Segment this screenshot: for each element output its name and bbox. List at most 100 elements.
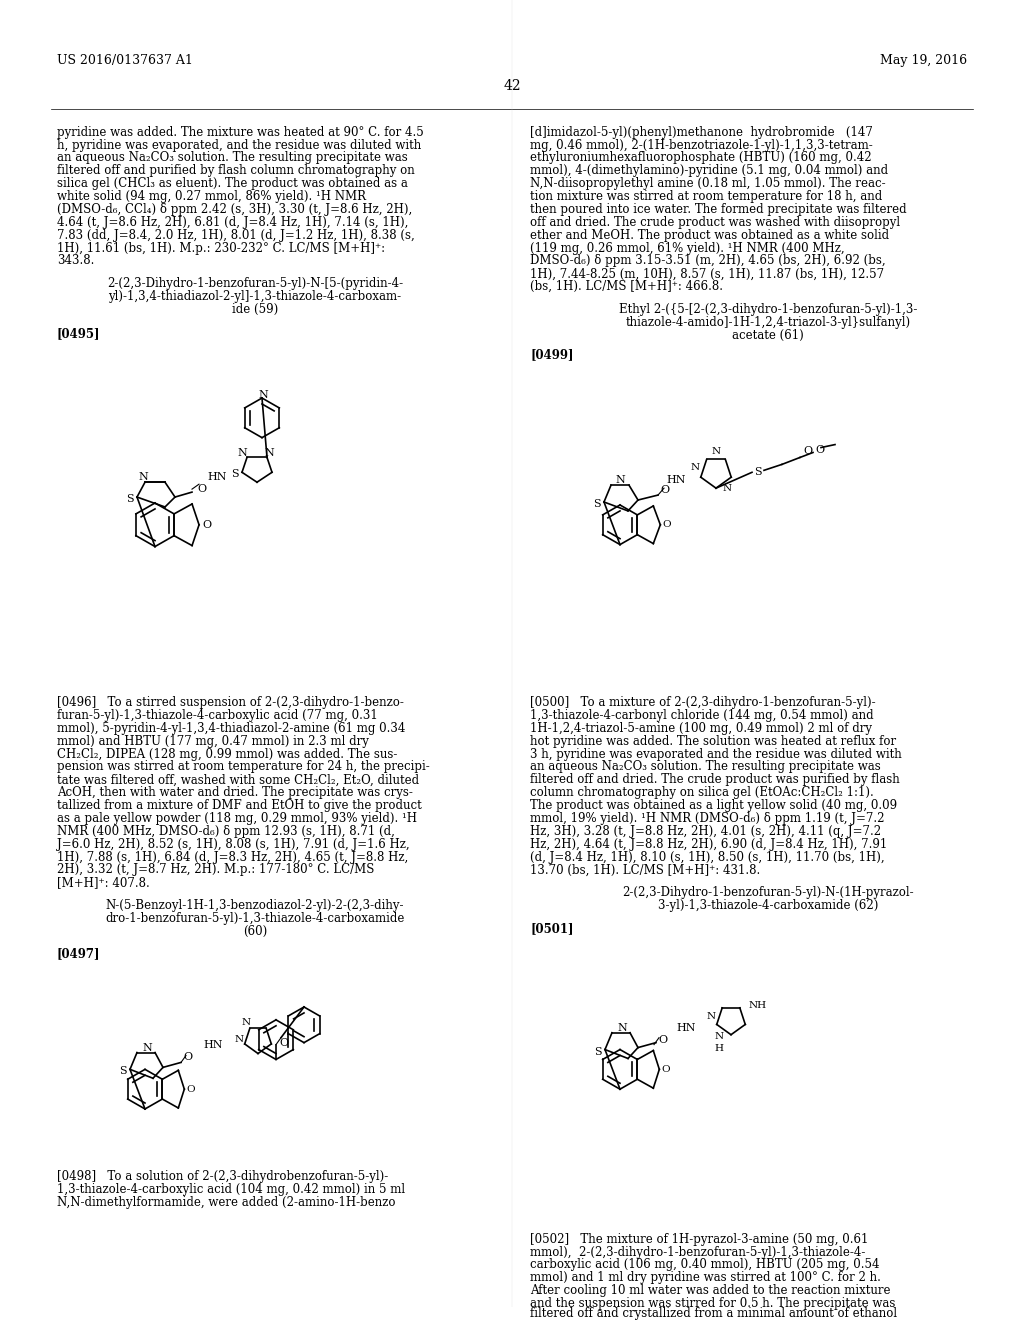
- Text: [0498]   To a solution of 2-(2,3-dihydrobenzofuran-5-yl)-: [0498] To a solution of 2-(2,3-dihydrobe…: [57, 1171, 388, 1183]
- Text: H: H: [715, 1044, 724, 1053]
- Text: O: O: [660, 486, 669, 495]
- Text: 2H), 3.32 (t, J=8.7 Hz, 2H). M.p.: 177-180° C. LC/MS: 2H), 3.32 (t, J=8.7 Hz, 2H). M.p.: 177-1…: [57, 863, 375, 876]
- Text: 1H), 7.44-8.25 (m, 10H), 8.57 (s, 1H), 11.87 (bs, 1H), 12.57: 1H), 7.44-8.25 (m, 10H), 8.57 (s, 1H), 1…: [530, 268, 884, 280]
- Text: ethyluroniumhexafluorophosphate (HBTU) (160 mg, 0.42: ethyluroniumhexafluorophosphate (HBTU) (…: [530, 152, 871, 165]
- Text: mmol) and HBTU (177 mg, 0.47 mmol) in 2.3 ml dry: mmol) and HBTU (177 mg, 0.47 mmol) in 2.…: [57, 735, 369, 747]
- Text: (60): (60): [243, 925, 267, 937]
- Text: O: O: [658, 1035, 667, 1044]
- Text: mmol), 4-(dimethylamino)-pyridine (5.1 mg, 0.04 mmol) and: mmol), 4-(dimethylamino)-pyridine (5.1 m…: [530, 165, 888, 177]
- Text: [0502]   The mixture of 1H-pyrazol-3-amine (50 mg, 0.61: [0502] The mixture of 1H-pyrazol-3-amine…: [530, 1233, 868, 1246]
- Text: [0497]: [0497]: [57, 948, 100, 961]
- Text: 1H), 7.88 (s, 1H), 6.84 (d, J=8.3 Hz, 2H), 4.65 (t, J=8.8 Hz,: 1H), 7.88 (s, 1H), 6.84 (d, J=8.3 Hz, 2H…: [57, 850, 409, 863]
- Text: off and dried. The crude product was washed with diisopropyl: off and dried. The crude product was was…: [530, 216, 900, 228]
- Text: white solid (94 mg, 0.27 mmol, 86% yield). ¹H NMR: white solid (94 mg, 0.27 mmol, 86% yield…: [57, 190, 366, 203]
- Text: N: N: [138, 473, 147, 482]
- Text: DMSO-d₆) δ ppm 3.15-3.51 (m, 2H), 4.65 (bs, 2H), 6.92 (bs,: DMSO-d₆) δ ppm 3.15-3.51 (m, 2H), 4.65 (…: [530, 255, 886, 268]
- Text: HN: HN: [666, 475, 685, 486]
- Text: N: N: [690, 463, 699, 471]
- Text: 13.70 (bs, 1H). LC/MS [M+H]⁺: 431.8.: 13.70 (bs, 1H). LC/MS [M+H]⁺: 431.8.: [530, 863, 760, 876]
- Text: ether and MeOH. The product was obtained as a white solid: ether and MeOH. The product was obtained…: [530, 228, 889, 242]
- Text: filtered off and crystallized from a minimal amount of ethanol: filtered off and crystallized from a min…: [530, 1307, 897, 1320]
- Text: thiazole-4-amido]-1H-1,2,4-triazol-3-yl}sulfanyl): thiazole-4-amido]-1H-1,2,4-triazol-3-yl}…: [626, 315, 910, 329]
- Text: tate was filtered off, washed with some CH₂Cl₂, Et₂O, diluted: tate was filtered off, washed with some …: [57, 774, 419, 787]
- Text: S: S: [593, 499, 601, 510]
- Text: dro-1-benzofuran-5-yl)-1,3-thiazole-4-carboxamide: dro-1-benzofuran-5-yl)-1,3-thiazole-4-ca…: [105, 912, 404, 925]
- Text: filtered off and purified by flash column chromatography on: filtered off and purified by flash colum…: [57, 165, 415, 177]
- Text: furan-5-yl)-1,3-thiazole-4-carboxylic acid (77 mg, 0.31: furan-5-yl)-1,3-thiazole-4-carboxylic ac…: [57, 709, 378, 722]
- Text: then poured into ice water. The formed precipitate was filtered: then poured into ice water. The formed p…: [530, 203, 906, 216]
- Text: O: O: [197, 484, 206, 494]
- Text: h, pyridine was evaporated, and the residue was diluted with: h, pyridine was evaporated, and the resi…: [57, 139, 421, 152]
- Text: May 19, 2016: May 19, 2016: [880, 54, 967, 67]
- Text: HN: HN: [203, 1040, 222, 1049]
- Text: O: O: [279, 1038, 288, 1048]
- Text: N: N: [238, 449, 247, 458]
- Text: 1,3-thiazole-4-carbonyl chloride (144 mg, 0.54 mmol) and: 1,3-thiazole-4-carbonyl chloride (144 mg…: [530, 709, 873, 722]
- Text: 343.8.: 343.8.: [57, 255, 94, 268]
- Text: filtered off and dried. The crude product was purified by flash: filtered off and dried. The crude produc…: [530, 774, 900, 787]
- Text: [0501]: [0501]: [530, 921, 573, 935]
- Text: N: N: [242, 1018, 251, 1027]
- Text: HN: HN: [207, 473, 226, 482]
- Text: HN: HN: [676, 1023, 695, 1032]
- Text: and the suspension was stirred for 0.5 h. The precipitate was: and the suspension was stirred for 0.5 h…: [530, 1298, 895, 1309]
- Text: [0495]: [0495]: [57, 327, 100, 339]
- Text: N,N-dimethylformamide, were added (2-amino-1H-benzo: N,N-dimethylformamide, were added (2-ami…: [57, 1196, 395, 1209]
- Text: as a pale yellow powder (118 mg, 0.29 mmol, 93% yield). ¹H: as a pale yellow powder (118 mg, 0.29 mm…: [57, 812, 417, 825]
- Text: 1H), 11.61 (bs, 1H). M.p.: 230-232° C. LC/MS [M+H]⁺:: 1H), 11.61 (bs, 1H). M.p.: 230-232° C. L…: [57, 242, 385, 255]
- Text: 3 h, pyridine was evaporated and the residue was diluted with: 3 h, pyridine was evaporated and the res…: [530, 747, 902, 760]
- Text: J=6.0 Hz, 2H), 8.52 (s, 1H), 8.08 (s, 1H), 7.91 (d, J=1.6 Hz,: J=6.0 Hz, 2H), 8.52 (s, 1H), 8.08 (s, 1H…: [57, 838, 410, 850]
- Text: O: O: [202, 520, 211, 529]
- Text: Hz, 2H), 4.64 (t, J=8.8 Hz, 2H), 6.90 (d, J=8.4 Hz, 1H), 7.91: Hz, 2H), 4.64 (t, J=8.8 Hz, 2H), 6.90 (d…: [530, 838, 887, 850]
- Text: [0499]: [0499]: [530, 348, 573, 362]
- Text: (d, J=8.4 Hz, 1H), 8.10 (s, 1H), 8.50 (s, 1H), 11.70 (bs, 1H),: (d, J=8.4 Hz, 1H), 8.10 (s, 1H), 8.50 (s…: [530, 850, 885, 863]
- Text: US 2016/0137637 A1: US 2016/0137637 A1: [57, 54, 193, 67]
- Text: carboxylic acid (106 mg, 0.40 mmol), HBTU (205 mg, 0.54: carboxylic acid (106 mg, 0.40 mmol), HBT…: [530, 1258, 880, 1271]
- Text: (DMSO-d₆, CCl₄) δ ppm 2.42 (s, 3H), 3.30 (t, J=8.6 Hz, 2H),: (DMSO-d₆, CCl₄) δ ppm 2.42 (s, 3H), 3.30…: [57, 203, 413, 216]
- Text: [0500]   To a mixture of 2-(2,3-dihydro-1-benzofuran-5-yl)-: [0500] To a mixture of 2-(2,3-dihydro-1-…: [530, 696, 876, 709]
- Text: an aqueous Na₂CO₃ solution. The resulting precipitate was: an aqueous Na₂CO₃ solution. The resultin…: [57, 152, 408, 165]
- Text: 2-(2,3-Dihydro-1-benzofuran-5-yl)-N-[5-(pyridin-4-: 2-(2,3-Dihydro-1-benzofuran-5-yl)-N-[5-(…: [106, 277, 403, 290]
- Text: N: N: [617, 1023, 627, 1032]
- Text: O: O: [186, 1085, 195, 1094]
- Text: N: N: [264, 449, 273, 458]
- Text: mmol, 19% yield). ¹H NMR (DMSO-d₆) δ ppm 1.19 (t, J=7.2: mmol, 19% yield). ¹H NMR (DMSO-d₆) δ ppm…: [530, 812, 885, 825]
- Text: mmol) and 1 ml dry pyridine was stirred at 100° C. for 2 h.: mmol) and 1 ml dry pyridine was stirred …: [530, 1271, 881, 1284]
- Text: [0496]   To a stirred suspension of 2-(2,3-dihydro-1-benzo-: [0496] To a stirred suspension of 2-(2,3…: [57, 696, 403, 709]
- Text: O: O: [183, 1052, 193, 1063]
- Text: mmol),  2-(2,3-dihydro-1-benzofuran-5-yl)-1,3-thiazole-4-: mmol), 2-(2,3-dihydro-1-benzofuran-5-yl)…: [530, 1246, 865, 1258]
- Text: [M+H]⁺: 407.8.: [M+H]⁺: 407.8.: [57, 876, 150, 890]
- Text: pension was stirred at room temperature for 24 h, the precipi-: pension was stirred at room temperature …: [57, 760, 430, 774]
- Text: N: N: [707, 1012, 716, 1022]
- Text: N: N: [712, 447, 721, 455]
- Text: (119 mg, 0.26 mmol, 61% yield). ¹H NMR (400 MHz,: (119 mg, 0.26 mmol, 61% yield). ¹H NMR (…: [530, 242, 845, 255]
- Text: hot pyridine was added. The solution was heated at reflux for: hot pyridine was added. The solution was…: [530, 735, 896, 747]
- Text: Ethyl 2-({5-[2-(2,3-dihydro-1-benzofuran-5-yl)-1,3-: Ethyl 2-({5-[2-(2,3-dihydro-1-benzofuran…: [618, 304, 918, 315]
- Text: The product was obtained as a light yellow solid (40 mg, 0.09: The product was obtained as a light yell…: [530, 799, 897, 812]
- Text: tallized from a mixture of DMF and EtOH to give the product: tallized from a mixture of DMF and EtOH …: [57, 799, 422, 812]
- Text: 3-yl)-1,3-thiazole-4-carboxamide (62): 3-yl)-1,3-thiazole-4-carboxamide (62): [657, 899, 879, 912]
- Text: N: N: [258, 391, 268, 400]
- Text: (bs, 1H). LC/MS [M+H]⁺: 466.8.: (bs, 1H). LC/MS [M+H]⁺: 466.8.: [530, 280, 723, 293]
- Text: S: S: [594, 1047, 602, 1056]
- Text: mmol), 5-pyridin-4-yl-1,3,4-thiadiazol-2-amine (61 mg 0.34: mmol), 5-pyridin-4-yl-1,3,4-thiadiazol-2…: [57, 722, 406, 735]
- Text: N: N: [715, 1032, 724, 1041]
- Text: AcOH, then with water and dried. The precipitate was crys-: AcOH, then with water and dried. The pre…: [57, 787, 413, 799]
- Text: an aqueous Na₂CO₃ solution. The resulting precipitate was: an aqueous Na₂CO₃ solution. The resultin…: [530, 760, 881, 774]
- Text: S: S: [231, 470, 239, 479]
- Text: After cooling 10 ml water was added to the reaction mixture: After cooling 10 ml water was added to t…: [530, 1284, 891, 1298]
- Text: mg, 0.46 mmol), 2-(1H-benzotriazole-1-yl)-1,1,3,3-tetram-: mg, 0.46 mmol), 2-(1H-benzotriazole-1-yl…: [530, 139, 872, 152]
- Text: N: N: [723, 483, 731, 492]
- Text: NMR (400 MHz, DMSO-d₆) δ ppm 12.93 (s, 1H), 8.71 (d,: NMR (400 MHz, DMSO-d₆) δ ppm 12.93 (s, 1…: [57, 825, 395, 838]
- Text: pyridine was added. The mixture was heated at 90° C. for 4.5: pyridine was added. The mixture was heat…: [57, 125, 424, 139]
- Text: acetate (61): acetate (61): [732, 329, 804, 342]
- Text: 4.64 (t, J=8.6 Hz, 2H), 6.81 (d, J=8.4 Hz, 1H), 7.14 (s, 1H),: 4.64 (t, J=8.6 Hz, 2H), 6.81 (d, J=8.4 H…: [57, 216, 409, 228]
- Text: Hz, 3H), 3.28 (t, J=8.8 Hz, 2H), 4.01 (s, 2H), 4.11 (q, J=7.2: Hz, 3H), 3.28 (t, J=8.8 Hz, 2H), 4.01 (s…: [530, 825, 881, 838]
- Text: S: S: [126, 494, 134, 504]
- Text: O: O: [662, 1065, 670, 1074]
- Text: 1,3-thiazole-4-carboxylic acid (104 mg, 0.42 mmol) in 5 ml: 1,3-thiazole-4-carboxylic acid (104 mg, …: [57, 1183, 406, 1196]
- Text: [d]imidazol-5-yl)(phenyl)methanone  hydrobromide   (147: [d]imidazol-5-yl)(phenyl)methanone hydro…: [530, 125, 872, 139]
- Text: S: S: [119, 1067, 127, 1076]
- Text: silica gel (CHCl₃ as eluent). The product was obtained as a: silica gel (CHCl₃ as eluent). The produc…: [57, 177, 408, 190]
- Text: O: O: [815, 445, 824, 454]
